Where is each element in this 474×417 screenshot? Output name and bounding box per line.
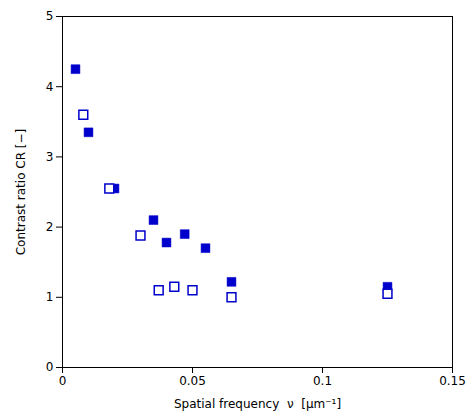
svg-text:0.1: 0.1 xyxy=(313,374,332,388)
svg-text:5: 5 xyxy=(46,9,54,23)
svg-text:0.15: 0.15 xyxy=(439,374,466,388)
svg-text:0: 0 xyxy=(59,374,67,388)
svg-text:2: 2 xyxy=(46,220,54,234)
svg-text:0.05: 0.05 xyxy=(179,374,206,388)
svg-text:4: 4 xyxy=(46,80,54,94)
svg-text:Spatial frequency ν [μm⁻¹]: Spatial frequency ν [μm⁻¹] xyxy=(174,397,341,411)
svg-text:3: 3 xyxy=(46,150,54,164)
svg-text:1: 1 xyxy=(46,290,54,304)
svg-text:0: 0 xyxy=(46,360,54,374)
svg-text:Contrast ratio CR [−]: Contrast ratio CR [−] xyxy=(14,129,28,256)
